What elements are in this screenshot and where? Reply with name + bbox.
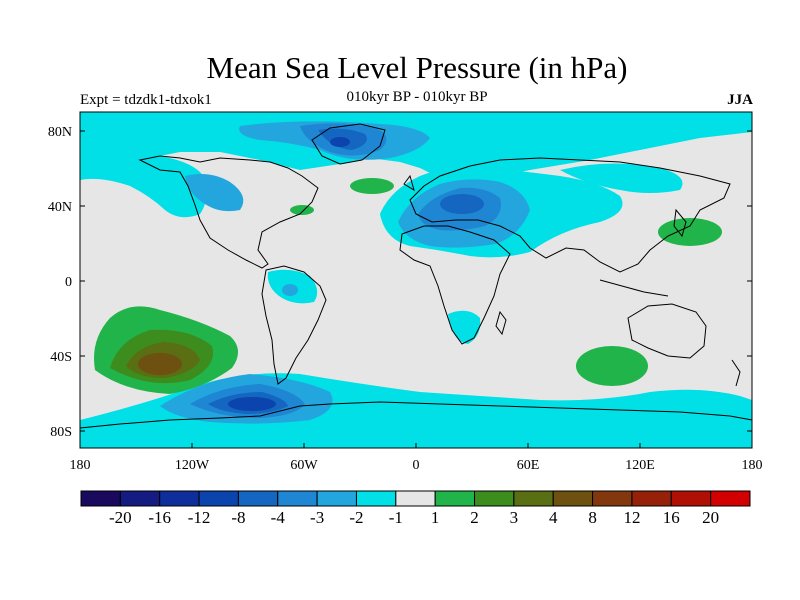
anomaly-region-namerica-blue bbox=[185, 174, 244, 212]
anomaly-region-nwpacific-green bbox=[658, 218, 722, 246]
colorbar: -20 -16 -12 -8 -4 -3 -2 -1 1 2 3 4 8 12 16 20 bbox=[80, 490, 751, 527]
colorbar-label: 4 bbox=[549, 508, 558, 527]
colorbar-swatch bbox=[631, 490, 672, 507]
colorbar-swatch bbox=[159, 490, 200, 507]
map-title: Mean Sea Level Pressure (in hPa) bbox=[206, 50, 628, 85]
colorbar-swatch bbox=[395, 490, 436, 507]
x-tick-label: 120E bbox=[625, 458, 655, 473]
anomaly-region-natlantic-green-small bbox=[290, 205, 314, 215]
anomaly-region-southern-ocean-core bbox=[228, 397, 276, 411]
anomaly-region-spacific-core bbox=[138, 353, 182, 375]
colorbar-label: -2 bbox=[349, 508, 363, 527]
experiment-label: Expt = tdzdk1-tdxok1 bbox=[80, 92, 212, 108]
coastline-madagascar bbox=[495, 310, 507, 336]
anomaly-region-siberia-cyan bbox=[560, 163, 683, 193]
colorbar-swatch bbox=[474, 490, 515, 507]
coastline-new-zealand bbox=[731, 359, 741, 387]
colorbar-label: -4 bbox=[271, 508, 286, 527]
colorbar-swatch bbox=[355, 490, 397, 507]
anomaly-region-indian-ocean-green bbox=[576, 346, 648, 386]
colorbar-label: -1 bbox=[389, 508, 403, 527]
colorbar-swatch bbox=[552, 490, 594, 507]
map-panel: 180 120W 60W 0 60E 120E 180 80N 40N 0 40… bbox=[48, 111, 763, 473]
coastline-eurasia bbox=[409, 157, 731, 273]
x-tick-label: 180 bbox=[742, 458, 763, 473]
x-tick-label: 0 bbox=[413, 458, 420, 473]
colorbar-label: -8 bbox=[231, 508, 245, 527]
y-tick-label: 40N bbox=[48, 200, 72, 215]
coastlines bbox=[79, 123, 753, 429]
colorbar-swatch bbox=[277, 490, 318, 507]
anomaly-region-europe-core bbox=[440, 194, 484, 214]
x-tick-label: 60E bbox=[517, 458, 540, 473]
colorbar-swatch bbox=[592, 490, 633, 507]
coastline-indonesia bbox=[599, 279, 669, 297]
anomaly-region-greenland-core bbox=[330, 137, 350, 147]
y-tick-label: 80S bbox=[50, 425, 72, 440]
season-label: JJA bbox=[727, 92, 753, 108]
colorbar-swatch bbox=[316, 490, 357, 507]
x-axis-labels: 180 120W 60W 0 60E 120E 180 bbox=[70, 458, 763, 473]
colorbar-label: -16 bbox=[148, 508, 171, 527]
colorbar-label: -3 bbox=[310, 508, 324, 527]
y-tick-label: 80N bbox=[48, 125, 72, 140]
colorbar-label: 20 bbox=[702, 508, 719, 527]
y-tick-label: 0 bbox=[65, 275, 72, 290]
colorbar-label: 12 bbox=[623, 508, 640, 527]
x-tick-label: 180 bbox=[70, 458, 91, 473]
colorbar-swatch bbox=[80, 490, 121, 507]
colorbar-swatch bbox=[434, 490, 476, 507]
colorbar-swatch bbox=[119, 490, 161, 507]
coastline-greenland bbox=[311, 123, 386, 165]
x-tick-label: 120W bbox=[175, 458, 210, 473]
colorbar-swatch bbox=[513, 490, 554, 507]
coastline-uk bbox=[403, 174, 415, 192]
colorbar-label: 1 bbox=[431, 508, 440, 527]
coastline-north-america bbox=[138, 155, 319, 269]
coastline-antarctica bbox=[79, 401, 753, 429]
coastline-africa bbox=[399, 225, 511, 345]
anomaly-region-samerica-core bbox=[282, 284, 298, 296]
anomaly-region-npacific-cyan bbox=[80, 149, 207, 218]
colorbar-label: 2 bbox=[470, 508, 479, 527]
colorbar-label: -12 bbox=[188, 508, 211, 527]
colorbar-label: -20 bbox=[109, 508, 132, 527]
coastline-australia bbox=[627, 303, 707, 359]
coastline-japan bbox=[673, 208, 687, 238]
colorbar-label: 8 bbox=[588, 508, 597, 527]
period-label: 010kyr BP - 010kyr BP bbox=[346, 89, 488, 105]
y-axis-labels: 80N 40N 0 40S 80S bbox=[48, 125, 72, 440]
axis-tick-marks bbox=[80, 130, 752, 448]
colorbar-label: 16 bbox=[663, 508, 680, 527]
coastline-south-america bbox=[261, 265, 327, 385]
colorbar-label: 3 bbox=[510, 508, 519, 527]
x-tick-label: 60W bbox=[290, 458, 318, 473]
colorbar-swatch bbox=[670, 490, 712, 507]
colorbar-swatch bbox=[237, 490, 279, 507]
colorbar-swatch bbox=[198, 490, 239, 507]
colorbar-swatch bbox=[710, 490, 751, 507]
y-tick-label: 40S bbox=[50, 350, 72, 365]
anomaly-region-natlantic-green bbox=[350, 178, 394, 194]
